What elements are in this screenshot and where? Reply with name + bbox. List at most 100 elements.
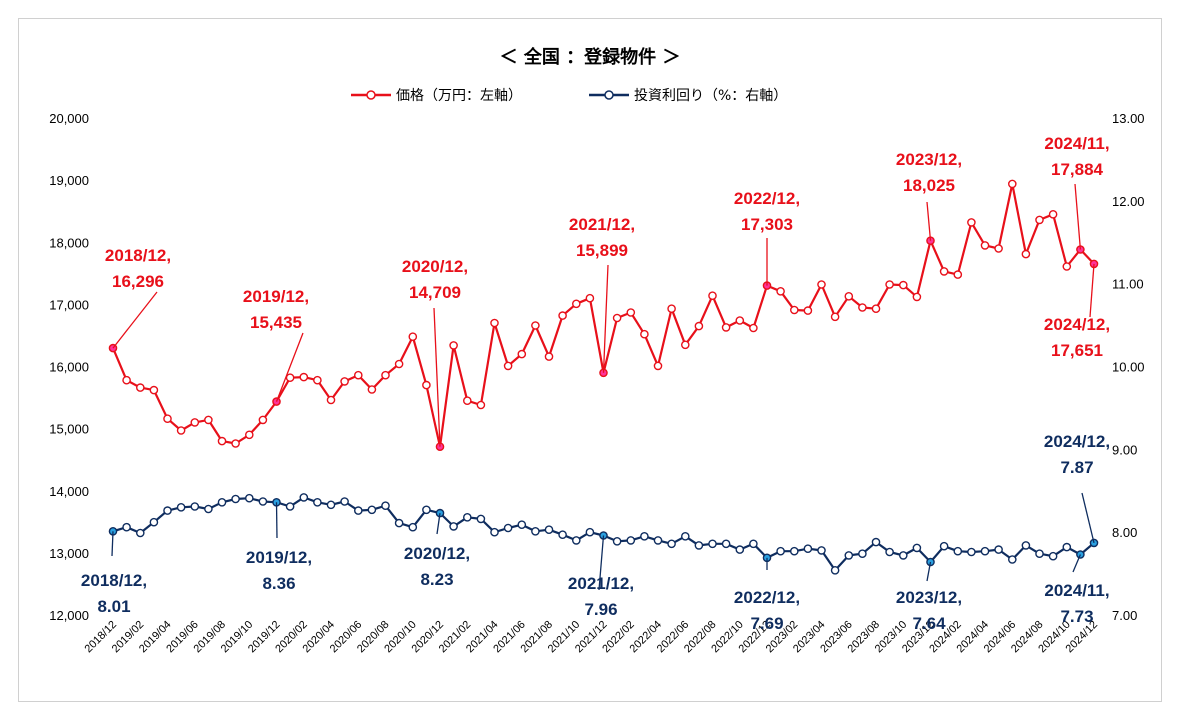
price-annotation-date: 2018/12,	[105, 246, 171, 265]
yield-point	[776, 546, 785, 556]
yield-point	[122, 522, 131, 532]
yield-point	[544, 525, 554, 535]
yield-annotation-value: 7.64	[912, 614, 946, 633]
yield-point	[217, 497, 227, 507]
price-point	[544, 352, 554, 361]
left-axis-tick-label: 13,000	[49, 546, 89, 561]
left-axis-tick-label: 18,000	[49, 235, 89, 250]
right-axis-tick-label: 13.00	[1112, 111, 1145, 126]
price-annotation-value: 17,651	[1051, 341, 1103, 360]
yield-annotation-leader	[598, 535, 605, 591]
yield-point	[612, 537, 622, 546]
yield-point	[136, 528, 145, 538]
price-annotation-value: 15,899	[576, 241, 628, 260]
yield-point	[817, 546, 826, 555]
price-point	[367, 385, 377, 394]
price-point	[244, 430, 254, 440]
yield-point	[585, 527, 595, 537]
yield-point	[326, 500, 336, 510]
yield-annotation-value: 7.87	[1060, 458, 1093, 477]
price-point	[844, 291, 854, 301]
yield-point	[953, 546, 963, 556]
price-point	[558, 311, 567, 320]
price-point	[790, 305, 799, 315]
legend: 価格（万円：左軸） 投資利回り（%：右軸）	[351, 88, 787, 104]
right-axis-tick-label: 10.00	[1112, 360, 1145, 375]
x-axis: 2018/122019/022019/042019/062019/082019/…	[83, 619, 1101, 656]
price-annotation-value: 18,025	[903, 176, 955, 195]
price-point	[585, 293, 595, 303]
price-annotation-value: 16,296	[112, 272, 164, 291]
price-annotation-value: 17,303	[741, 215, 793, 234]
left-axis-tick-label: 17,000	[49, 297, 89, 312]
price-point	[1035, 215, 1044, 225]
yield-point	[353, 506, 363, 515]
left-axis-tick-label: 14,000	[49, 484, 89, 499]
left-axis-tick-label: 20,000	[49, 111, 89, 126]
yield-point	[517, 520, 527, 530]
yield-point	[1008, 555, 1017, 564]
price-point	[953, 270, 963, 279]
price-annotation-value: 15,435	[250, 313, 302, 332]
price-point	[149, 385, 159, 395]
legend-yield-marker	[604, 90, 614, 100]
price-annotation-date: 2022/12,	[734, 189, 800, 208]
left-axis-tick-label: 12,000	[49, 608, 89, 623]
legend-item-price: 価格（万円：左軸）	[351, 88, 522, 104]
price-point	[721, 323, 731, 332]
price-point	[830, 312, 840, 322]
price-annotation-value: 14,709	[409, 283, 461, 302]
price-point	[136, 383, 145, 392]
price-point	[1062, 262, 1072, 271]
right-axis-tick-label: 12.00	[1112, 194, 1145, 209]
price-point	[476, 400, 486, 410]
yield-annotation-value: 7.96	[584, 600, 617, 619]
price-point	[381, 370, 390, 380]
price-point	[122, 375, 131, 385]
yield-annotation-date: 2022/12,	[734, 588, 800, 607]
yield-annotation-leader	[436, 513, 441, 535]
right-axis-tick-label: 8.00	[1112, 525, 1137, 540]
yield-annotation-value: 8.23	[420, 570, 453, 589]
price-point	[490, 318, 499, 328]
yield-annotation-leader	[926, 561, 932, 582]
yield-point	[503, 523, 513, 533]
price-point	[394, 359, 404, 369]
price-point	[749, 323, 758, 333]
yield-annotation-leader	[111, 531, 114, 557]
price-point	[313, 375, 322, 385]
right-axis-tick-label: 9.00	[1112, 442, 1137, 457]
legend-price-marker	[366, 90, 376, 100]
price-point	[1008, 179, 1017, 189]
series-layer	[108, 179, 1099, 575]
price-annotation-date: 2024/11,	[1044, 134, 1109, 153]
price-point	[912, 292, 922, 302]
yield-annotation-date: 2021/12,	[568, 574, 634, 593]
yield-point	[967, 547, 976, 557]
price-point	[626, 308, 636, 317]
price-point	[449, 341, 458, 350]
yield-point	[422, 505, 431, 515]
price-point	[980, 241, 990, 250]
price-point	[899, 280, 908, 290]
price-annotation-date: 2020/12,	[402, 257, 468, 276]
price-annotation-date: 2021/12,	[569, 215, 635, 234]
yield-point	[980, 546, 990, 556]
price-point	[204, 415, 213, 425]
price-point	[640, 329, 649, 339]
price-point	[612, 313, 622, 323]
yield-point	[449, 522, 458, 531]
yield-point	[285, 502, 295, 511]
yield-point	[939, 541, 949, 551]
price-point	[503, 361, 513, 371]
price-point	[694, 321, 704, 331]
yield-point	[899, 551, 908, 560]
price-annotation-leader	[433, 307, 441, 447]
price-annotation-leader	[1089, 263, 1095, 318]
yield-point	[558, 530, 567, 540]
yield-annotation-date: 2024/12,	[1044, 432, 1110, 451]
price-point	[517, 349, 527, 359]
price-point	[858, 303, 867, 312]
yield-annotation-value: 7.69	[750, 614, 783, 633]
price-point	[217, 436, 227, 446]
